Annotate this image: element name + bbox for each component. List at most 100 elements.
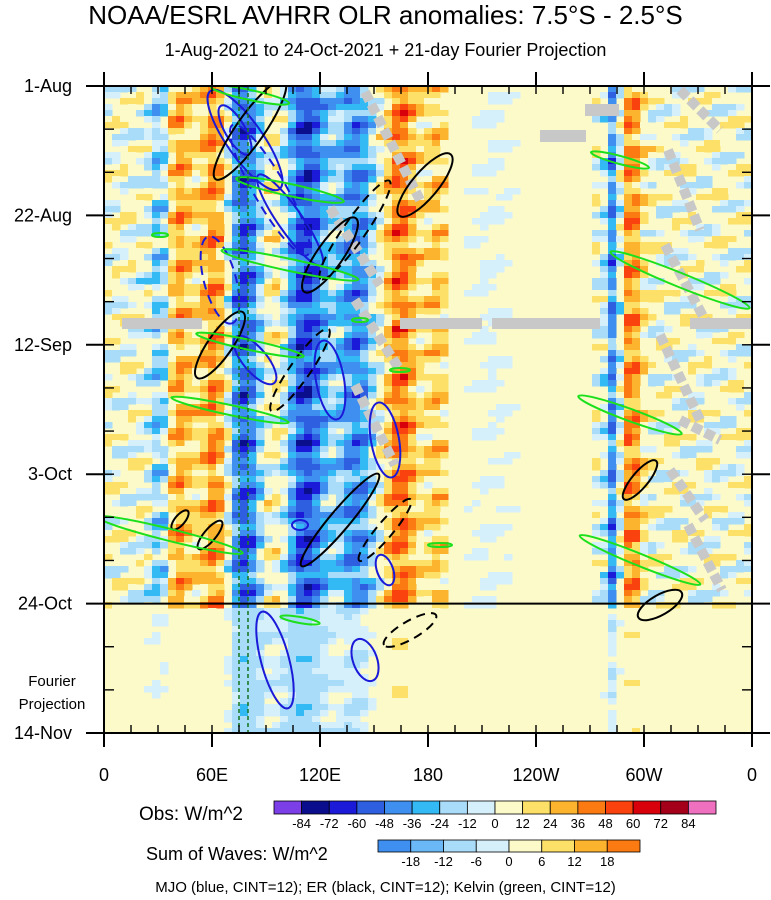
field-cell bbox=[120, 230, 129, 237]
field-cell bbox=[352, 110, 361, 117]
field-cell bbox=[264, 224, 273, 231]
field-cell bbox=[656, 410, 665, 417]
field-cell bbox=[672, 524, 681, 531]
field-cell bbox=[424, 716, 433, 723]
field-cell bbox=[592, 146, 601, 153]
field-cell bbox=[352, 578, 361, 585]
field-cell bbox=[304, 392, 313, 399]
field-cell bbox=[624, 644, 633, 651]
field-cell bbox=[288, 620, 297, 627]
field-cell bbox=[312, 314, 321, 321]
field-cell bbox=[312, 596, 321, 603]
field-cell bbox=[608, 212, 617, 219]
field-cell bbox=[608, 680, 617, 687]
field-cell bbox=[208, 404, 217, 411]
field-cell bbox=[400, 404, 409, 411]
field-cell bbox=[608, 572, 617, 579]
field-cell bbox=[592, 362, 601, 369]
field-cell bbox=[304, 554, 313, 561]
field-cell bbox=[152, 110, 161, 117]
field-cell bbox=[616, 140, 625, 147]
field-cell bbox=[296, 476, 305, 483]
field-cell bbox=[376, 302, 385, 309]
field-cell bbox=[256, 368, 265, 375]
field-cell bbox=[280, 686, 289, 693]
field-cell bbox=[360, 134, 369, 141]
field-cell bbox=[400, 218, 409, 225]
field-cell bbox=[392, 134, 401, 141]
field-cell bbox=[384, 290, 393, 297]
field-cell bbox=[128, 542, 137, 549]
field-cell bbox=[208, 104, 217, 111]
field-cell bbox=[368, 284, 377, 291]
field-cell bbox=[256, 530, 265, 537]
field-cell bbox=[264, 290, 273, 297]
field-cell bbox=[624, 548, 633, 555]
field-cell bbox=[312, 98, 321, 105]
field-cell bbox=[656, 392, 665, 399]
field-cell bbox=[696, 128, 705, 135]
field-cell bbox=[400, 380, 409, 387]
field-cell bbox=[144, 242, 153, 249]
field-cell bbox=[488, 428, 497, 435]
field-cell bbox=[168, 218, 177, 225]
field-cell bbox=[672, 248, 681, 255]
field-cell bbox=[312, 302, 321, 309]
field-cell bbox=[104, 194, 113, 201]
field-cell bbox=[336, 302, 345, 309]
field-cell bbox=[136, 326, 145, 333]
field-cell bbox=[280, 176, 289, 183]
field-cell bbox=[632, 398, 641, 405]
field-cell bbox=[176, 422, 185, 429]
field-cell bbox=[360, 428, 369, 435]
field-cell bbox=[256, 494, 265, 501]
field-cell bbox=[272, 662, 281, 669]
field-cell bbox=[688, 464, 697, 471]
field-cell bbox=[144, 560, 153, 567]
field-cell bbox=[392, 314, 401, 321]
field-cell bbox=[120, 368, 129, 375]
field-cell bbox=[344, 200, 353, 207]
field-cell bbox=[128, 152, 137, 159]
field-cell bbox=[144, 290, 153, 297]
field-cell bbox=[312, 176, 321, 183]
field-cell bbox=[104, 158, 113, 165]
field-cell bbox=[664, 374, 673, 381]
field-cell bbox=[296, 224, 305, 231]
field-cell bbox=[288, 308, 297, 315]
field-cell bbox=[696, 134, 705, 141]
field-cell bbox=[408, 278, 417, 285]
field-cell bbox=[312, 572, 321, 579]
field-cell bbox=[184, 476, 193, 483]
field-cell bbox=[696, 362, 705, 369]
field-cell bbox=[120, 350, 129, 357]
field-cell bbox=[616, 470, 625, 477]
field-cell bbox=[672, 284, 681, 291]
field-cell bbox=[232, 638, 241, 645]
field-cell bbox=[256, 296, 265, 303]
field-cell bbox=[608, 416, 617, 423]
field-cell bbox=[488, 572, 497, 579]
field-cell bbox=[208, 494, 217, 501]
field-cell bbox=[336, 488, 345, 495]
field-cell bbox=[432, 488, 441, 495]
field-cell bbox=[608, 140, 617, 147]
field-cell bbox=[400, 458, 409, 465]
field-cell bbox=[408, 548, 417, 555]
field-cell bbox=[176, 278, 185, 285]
field-cell bbox=[624, 236, 633, 243]
field-cell bbox=[192, 266, 201, 273]
field-cell bbox=[704, 422, 713, 429]
field-cell bbox=[632, 194, 641, 201]
field-cell bbox=[272, 356, 281, 363]
field-cell bbox=[168, 602, 177, 609]
field-cell bbox=[240, 560, 249, 567]
field-cell bbox=[488, 374, 497, 381]
field-cell bbox=[664, 554, 673, 561]
field-cell bbox=[632, 626, 641, 633]
field-cell bbox=[304, 584, 313, 591]
field-cell bbox=[440, 206, 449, 213]
field-cell bbox=[104, 290, 113, 297]
field-cell bbox=[176, 578, 185, 585]
field-cell bbox=[440, 350, 449, 357]
